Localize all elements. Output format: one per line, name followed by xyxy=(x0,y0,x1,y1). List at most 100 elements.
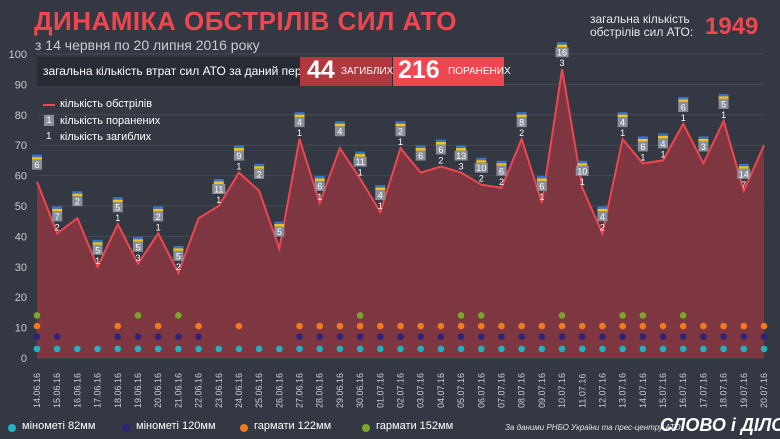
x-tick-label: 01.07.16 xyxy=(375,373,385,408)
wounded-badge xyxy=(274,226,285,237)
wounded-value: 6 xyxy=(34,160,39,170)
wounded-badge xyxy=(516,117,527,128)
x-tick-label: 09.07.16 xyxy=(537,373,547,408)
wounded-value: 14 xyxy=(739,169,749,179)
x-tick-label: 23.06.16 xyxy=(214,373,224,408)
x-tick-label: 20.06.16 xyxy=(153,373,163,408)
weapon-dot xyxy=(154,345,162,353)
wounded-value: 11 xyxy=(214,185,223,195)
weapon-dot xyxy=(639,333,647,341)
killed-value: 3 xyxy=(135,253,140,263)
weapon-dot xyxy=(356,322,364,330)
flag-yellow xyxy=(334,123,345,127)
wounded-value: 6 xyxy=(681,102,686,112)
x-tick-label: 29.06.16 xyxy=(335,373,345,408)
weapon-dot xyxy=(296,333,303,341)
weapon-dot xyxy=(255,345,263,353)
flag-blue xyxy=(415,145,426,149)
wounded-badge xyxy=(375,190,386,201)
weapon-dot xyxy=(760,322,768,330)
weapon-dot xyxy=(578,345,586,353)
flag-yellow xyxy=(213,181,224,184)
legend-82mm-label: мінометі 82мм xyxy=(22,420,96,432)
flag-blue xyxy=(294,112,305,115)
x-tick-label: 20.07.16 xyxy=(759,373,769,408)
legend-wounded-swatch: 1 xyxy=(44,115,54,126)
wounded-badge xyxy=(254,168,265,179)
wounded-value: 8 xyxy=(519,118,524,128)
wounded-box xyxy=(393,57,504,86)
y-tick-label: 0 xyxy=(21,353,27,365)
page-title: ДИНАМІКА ОБСТРІЛІВ СИЛ АТО xyxy=(34,6,457,36)
killed-value: 1 xyxy=(398,137,403,147)
x-tick-label: 30.06.16 xyxy=(355,373,365,408)
weapon-dot xyxy=(558,333,566,341)
wounded-badge xyxy=(334,126,345,137)
y-tick-label: 40 xyxy=(15,231,27,243)
wounded-badge xyxy=(415,150,426,161)
legend-82mm-dot xyxy=(8,424,16,432)
weapon-dot xyxy=(477,345,485,353)
wounded-label: ПОРАНЕНИХ xyxy=(448,66,511,77)
flag-yellow xyxy=(637,138,648,142)
weapon-dot xyxy=(417,322,424,330)
weapon-dot xyxy=(679,345,687,353)
flag-yellow xyxy=(92,242,103,245)
legend-152mm-dot xyxy=(362,424,370,432)
killed-label: ЗАГИБЛИХ xyxy=(341,66,394,77)
y-tick-label: 60 xyxy=(15,171,27,183)
x-tick-label: 07.07.16 xyxy=(496,373,506,408)
killed-box xyxy=(300,57,392,86)
killed-value: 3 xyxy=(459,162,464,172)
wounded-badge xyxy=(637,141,648,152)
x-tick-label: 24.06.16 xyxy=(234,373,244,408)
wounded-value: 2 xyxy=(257,169,262,179)
flag-yellow xyxy=(355,154,366,157)
weapon-dot xyxy=(619,312,626,319)
weapon-dot xyxy=(720,322,727,330)
weapon-dot xyxy=(599,322,606,330)
weapon-dot xyxy=(417,333,424,341)
flag-blue xyxy=(375,185,386,188)
wounded-badge xyxy=(132,241,143,252)
y-tick-label: 20 xyxy=(15,292,27,304)
weapon-dot xyxy=(558,322,566,330)
flag-blue xyxy=(536,175,547,179)
weapon-dot xyxy=(114,322,122,330)
weapon-dot xyxy=(477,322,485,330)
flag-yellow xyxy=(597,208,608,212)
weapon-dot xyxy=(720,333,727,341)
wounded-badge xyxy=(173,250,184,261)
killed-value: 1 xyxy=(236,162,241,172)
wounded-badge xyxy=(575,165,589,176)
killed-value: 2 xyxy=(600,222,605,232)
x-tick-label: 18.06.16 xyxy=(113,373,123,408)
flag-blue xyxy=(718,93,729,97)
weapon-dot xyxy=(94,345,101,353)
legend-line-swatch xyxy=(43,104,55,106)
wounded-badge xyxy=(395,126,406,137)
killed-value: 1 xyxy=(378,201,383,211)
wounded-badge xyxy=(32,159,42,170)
weapon-dot xyxy=(700,333,707,341)
flag-yellow xyxy=(698,138,709,142)
weapon-dot xyxy=(760,333,768,341)
weapon-dot xyxy=(518,333,525,341)
killed-value: 1 xyxy=(661,149,666,159)
wounded-value: 4 xyxy=(620,118,625,128)
flag-yellow xyxy=(456,148,467,151)
flag-yellow xyxy=(112,199,123,203)
killed-value: 7 xyxy=(741,180,746,190)
flag-blue xyxy=(698,136,709,139)
weapon-dot xyxy=(498,322,505,330)
wounded-value: 2 xyxy=(398,127,403,137)
killed-value: 1 xyxy=(115,213,120,223)
wounded-badge xyxy=(496,165,507,176)
weapon-dot xyxy=(316,345,324,353)
weapon-dot xyxy=(336,345,344,353)
weapon-dot xyxy=(740,333,748,341)
weapon-dot xyxy=(114,345,122,353)
weapon-dot xyxy=(679,322,687,330)
weapon-dot xyxy=(498,333,505,341)
weapon-dot xyxy=(538,333,546,341)
